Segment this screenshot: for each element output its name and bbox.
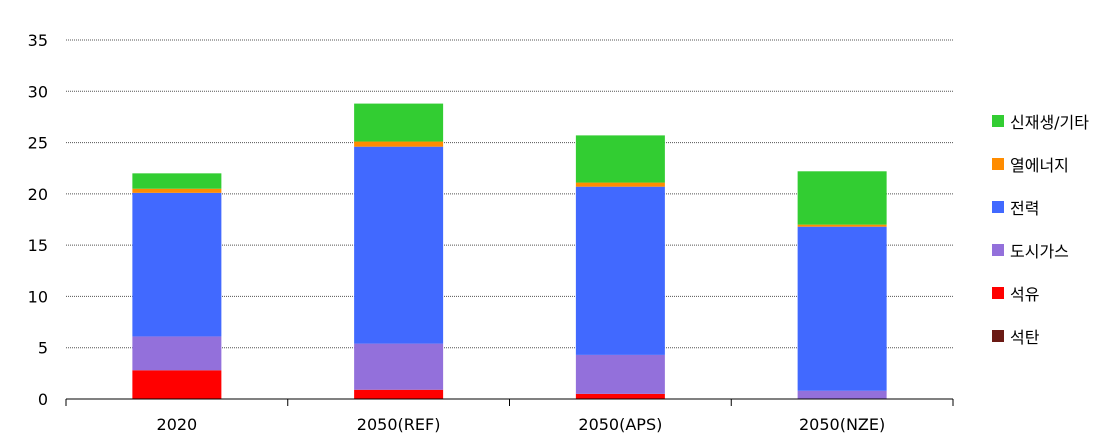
legend-item: 석유	[992, 282, 1089, 304]
y-tick-label: 15	[28, 236, 48, 255]
y-tick-label: 20	[28, 185, 48, 204]
legend-label: 석유	[1010, 285, 1040, 304]
legend-label: 열에너지	[1010, 156, 1069, 175]
bar-segment	[797, 226, 887, 391]
bar-segment	[575, 354, 665, 394]
bar-segment	[575, 182, 665, 187]
bars	[132, 103, 887, 399]
y-tick-label: 30	[28, 82, 48, 101]
bar-segment	[132, 336, 222, 371]
legend-swatch	[992, 287, 1004, 299]
legend-swatch	[992, 115, 1004, 127]
bar-segment	[575, 186, 665, 355]
legend-label: 신재생/기타	[1010, 113, 1089, 132]
legend-label: 도시가스	[1010, 242, 1069, 261]
legend-item: 도시가스	[992, 239, 1089, 261]
y-tick-label: 25	[28, 134, 48, 153]
bar-segment	[132, 188, 222, 193]
legend-label: 석탄	[1010, 328, 1040, 347]
bar-segment	[354, 389, 444, 399]
bar-segment	[575, 135, 665, 183]
legend-swatch	[992, 330, 1004, 342]
x-tick-label: 2050(NZE)	[799, 415, 885, 434]
bar-segment	[797, 390, 887, 399]
y-tick-label: 5	[38, 339, 48, 358]
legend-swatch	[992, 201, 1004, 213]
axes: 0 5 10 15 20 25 30 35 2020 2050(REF) 2050(APS) 2050…	[28, 31, 954, 434]
bar-segment	[354, 343, 444, 390]
y-tick-label: 10	[28, 287, 48, 306]
legend-swatch	[992, 244, 1004, 256]
y-tick-label: 0	[38, 390, 48, 409]
bar-segment	[132, 192, 222, 337]
legend-item: 신재생/기타	[992, 110, 1089, 132]
legend-label: 전력	[1010, 199, 1040, 218]
bar-segment	[132, 370, 222, 399]
y-tick-label: 35	[28, 31, 48, 50]
bar-segment	[575, 393, 665, 399]
bar-segment	[797, 171, 887, 225]
legend-item: 전력	[992, 196, 1089, 218]
chart-plot: 0 5 10 15 20 25 30 35 2020 2050(REF) 2050(APS) 2050…	[28, 31, 954, 434]
x-tick-label: 2050(REF)	[357, 415, 441, 434]
x-tick-label: 2020	[157, 415, 198, 434]
legend-item: 석탄	[992, 325, 1089, 347]
legend-swatch	[992, 158, 1004, 170]
bar-segment	[354, 146, 444, 344]
bar-segment	[354, 103, 444, 142]
x-tick-label: 2050(APS)	[578, 415, 662, 434]
bar-segment	[797, 224, 887, 227]
bar-segment	[354, 141, 444, 147]
bar-segment	[132, 173, 222, 189]
legend-item: 열에너지	[992, 153, 1089, 175]
